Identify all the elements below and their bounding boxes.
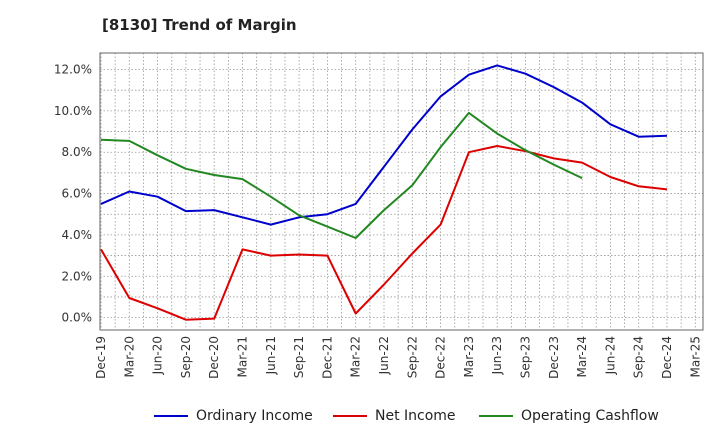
x-tick-label: Dec-22 <box>434 336 448 379</box>
x-tick-label: Mar-20 <box>122 336 136 377</box>
y-axis: 0.0% 2.0% 4.0% 6.0% 8.0% 10.0% 12.0% <box>54 63 92 325</box>
y-tick-label: 2.0% <box>62 269 93 283</box>
y-tick-label: 6.0% <box>62 187 93 201</box>
y-tick-label: 8.0% <box>62 145 93 159</box>
x-tick-label: Jun-21 <box>264 336 278 375</box>
x-tick-label: Mar-25 <box>688 336 702 377</box>
chart-title: [8130] Trend of Margin <box>102 16 297 34</box>
legend-swatch <box>154 415 188 417</box>
legend-label: Ordinary Income <box>196 408 313 424</box>
y-tick-label: 12.0% <box>54 63 92 77</box>
x-tick-label: Dec-23 <box>547 336 561 379</box>
y-tick-label: 10.0% <box>54 104 92 118</box>
x-tick-label: Dec-21 <box>320 336 334 379</box>
x-tick-label: Dec-24 <box>660 336 674 379</box>
x-tick-label: Sep-22 <box>405 336 419 378</box>
x-tick-label: Dec-20 <box>207 336 221 379</box>
series-line-1 <box>100 145 668 321</box>
legend-swatch <box>479 415 513 417</box>
series-lines <box>100 64 668 321</box>
series-line-0 <box>100 64 668 226</box>
legend-label: Operating Cashflow <box>521 408 659 424</box>
x-tick-label: Dec-19 <box>94 336 108 379</box>
x-tick-label: Mar-24 <box>575 336 589 377</box>
legend-item-operating-cashflow: Operating Cashflow <box>479 404 659 428</box>
x-tick-label: Mar-23 <box>462 336 476 377</box>
legend-swatch <box>333 415 367 417</box>
x-tick-label: Jun-24 <box>603 336 617 375</box>
legend: Ordinary Income Net Income Operating Cas… <box>0 404 720 428</box>
x-tick-label: Sep-21 <box>292 336 306 378</box>
legend-item-ordinary-income: Ordinary Income <box>154 404 313 428</box>
x-tick-label: Jun-22 <box>377 336 391 375</box>
y-tick-label: 4.0% <box>62 228 93 242</box>
x-tick-label: Sep-23 <box>519 336 533 378</box>
x-tick-label: Mar-21 <box>236 336 250 377</box>
x-tick-label: Sep-20 <box>179 336 193 378</box>
legend-item-net-income: Net Income <box>333 404 456 428</box>
x-tick-label: Sep-24 <box>632 336 646 378</box>
series-line-2 <box>100 111 583 239</box>
legend-label: Net Income <box>375 408 456 424</box>
grid-lines <box>100 53 703 330</box>
y-tick-label: 0.0% <box>62 311 93 325</box>
x-tick-label: Jun-20 <box>151 336 165 375</box>
plot-area-frame <box>99 52 704 331</box>
x-axis: Dec-19 Mar-20 Jun-20 Sep-20 Dec-20 Mar-21 Jun-… <box>94 336 702 379</box>
x-tick-label: Jun-23 <box>490 336 504 375</box>
x-tick-label: Mar-22 <box>349 336 363 377</box>
